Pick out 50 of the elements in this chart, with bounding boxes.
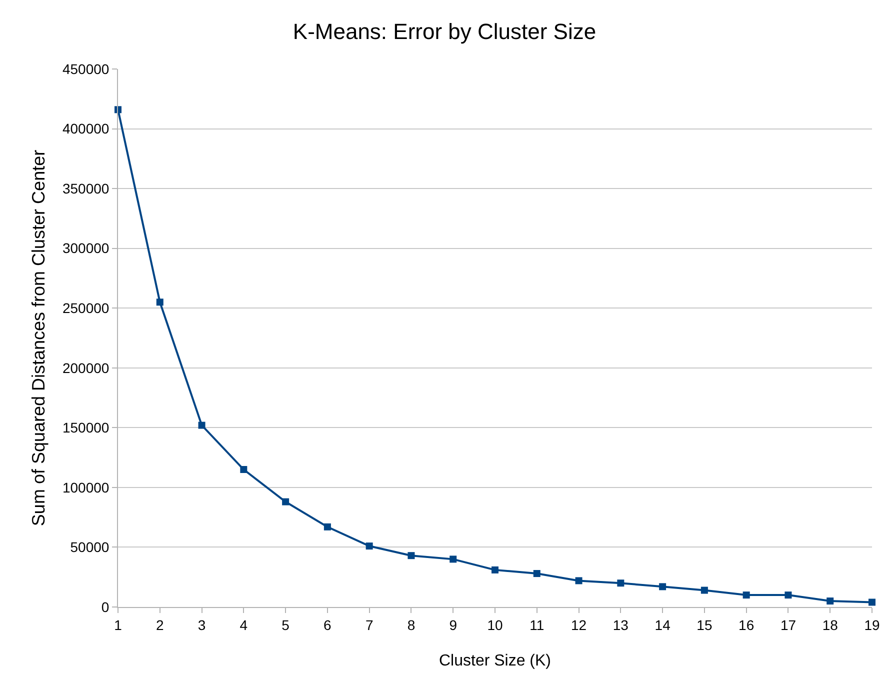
y-tick-label: 150000 [62,420,110,436]
y-tick-label: 50000 [70,539,110,556]
point [198,422,206,429]
x-tick-label: 12 [570,616,587,633]
point [450,556,457,563]
point [408,552,415,560]
x-tick-label: 8 [407,616,416,633]
y-tick-label: 300000 [62,240,110,256]
x-tick-label: 3 [198,616,206,633]
y-tick-label: 250000 [62,300,110,316]
x-tick-label: 1 [114,616,122,633]
point [617,580,624,587]
x-tick-label: 18 [822,616,838,633]
point [575,577,582,584]
y-axis-title: Sum of Squared Distances from Cluster Center [28,150,49,526]
x-tick-label: 5 [282,616,290,633]
y-tick-label: 0 [101,598,110,615]
point [282,498,290,506]
y-tick-label: 100000 [62,479,110,496]
point [784,592,792,599]
x-tick-label: 7 [365,616,374,633]
point [240,466,248,474]
x-tick-label: 2 [156,616,164,633]
x-tick-label: 16 [738,616,754,633]
point [533,570,540,578]
x-tick-label: 6 [324,616,332,633]
x-tick-label: 17 [780,616,796,633]
x-tick-label: 10 [487,616,503,633]
point [366,542,373,550]
point [742,592,750,599]
x-tick-label: 11 [530,616,544,633]
point [700,586,708,594]
y-tick-label: 400000 [62,120,110,137]
point [492,566,498,574]
y-tick-label: 450000 [62,60,110,77]
chart-title: K-Means: Error by Cluster Size [292,19,596,44]
point [868,598,876,606]
x-tick-label: 13 [612,616,629,633]
x-tick-label: 4 [240,616,248,633]
y-tick-label: 200000 [62,360,110,376]
x-axis-title: Cluster Size (K) [438,652,552,670]
point [156,298,164,306]
point [324,523,331,530]
x-tick-label: 14 [654,616,671,633]
x-tick-label: 9 [449,616,458,633]
point [659,583,666,590]
x-tick-label: 15 [696,616,712,633]
point [826,598,834,605]
x-tick-label: 19 [864,616,880,633]
y-tick-label: 350000 [62,180,110,196]
